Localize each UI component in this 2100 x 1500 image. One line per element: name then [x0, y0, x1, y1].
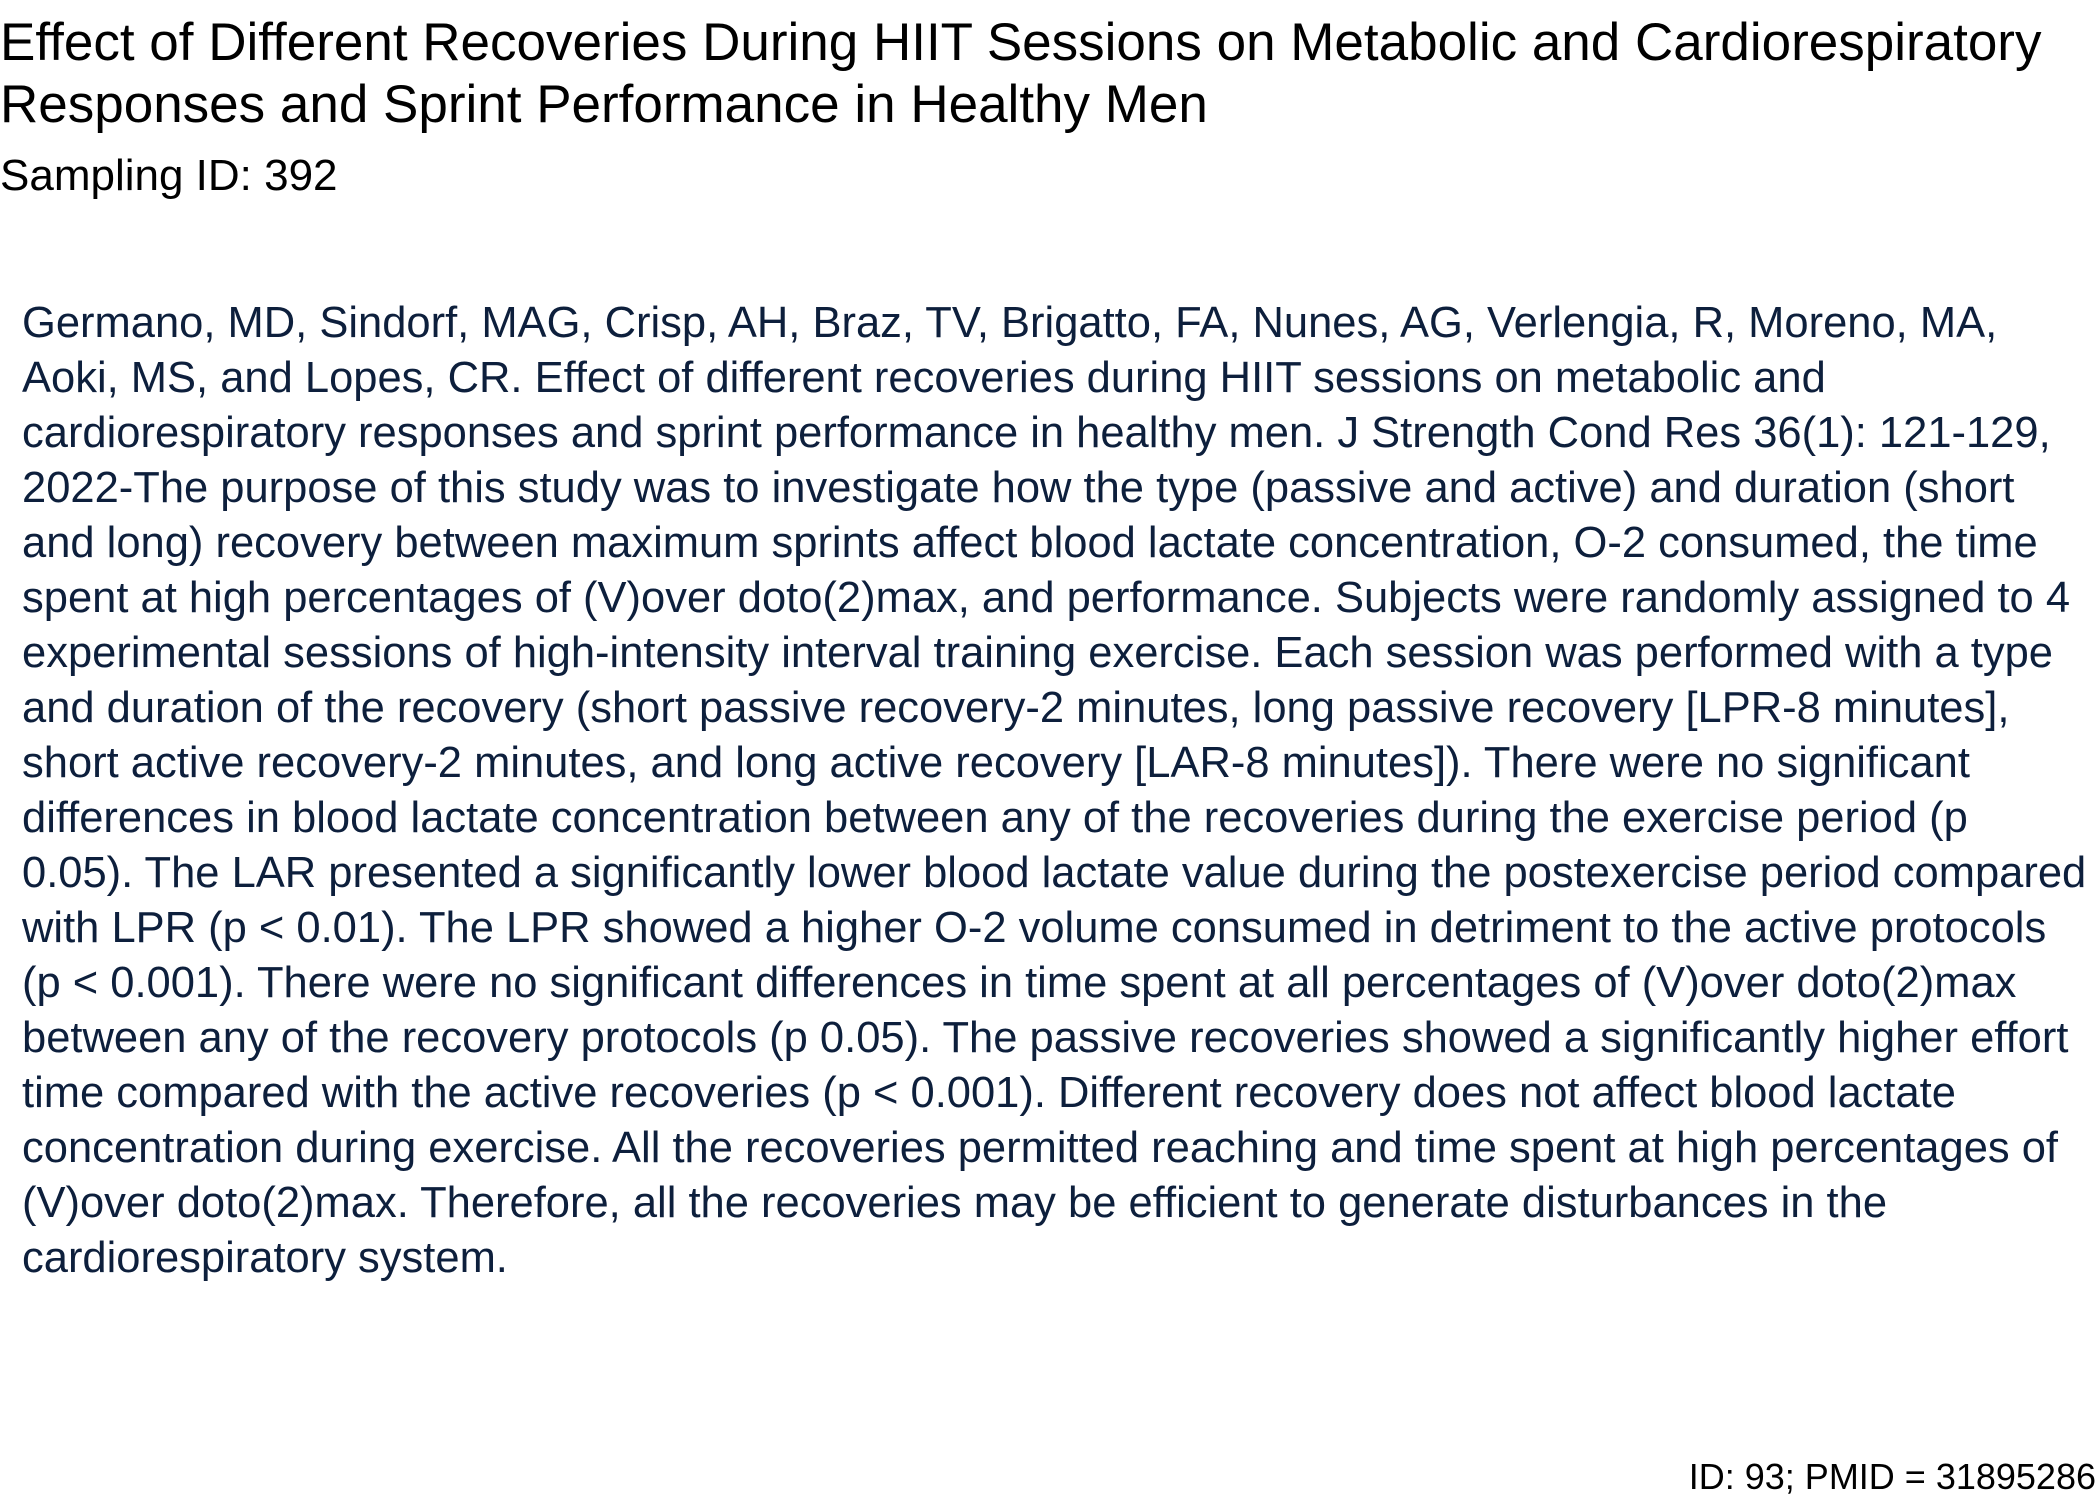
sampling-id: Sampling ID: 392 — [0, 151, 338, 200]
footer-id: ID: 93; PMID = 31895286 — [1688, 1456, 2096, 1497]
document-title: Effect of Different Recoveries During HI… — [0, 13, 2042, 134]
abstract-text: Germano, MD, Sindorf, MAG, Crisp, AH, Br… — [22, 299, 2087, 1282]
